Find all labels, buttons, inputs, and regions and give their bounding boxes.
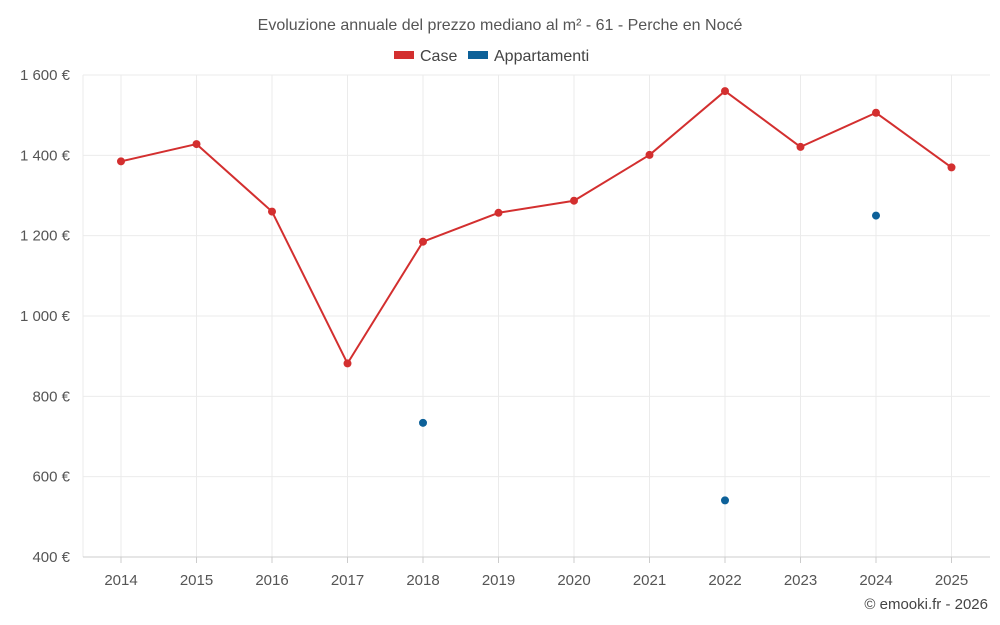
- x-tick-label: 2024: [859, 572, 892, 589]
- y-tick-label: 400 €: [32, 549, 70, 566]
- y-tick-label: 1 600 €: [20, 67, 71, 84]
- legend: Case Appartamenti: [394, 48, 589, 65]
- data-point-case-2018[interactable]: [419, 237, 427, 246]
- chart-title: Evoluzione annuale del prezzo mediano al…: [258, 17, 743, 34]
- data-point-case-2019[interactable]: [494, 208, 503, 217]
- x-tick-label: 2025: [935, 572, 968, 589]
- legend-label: Case: [420, 48, 457, 65]
- y-tick-label: 1 400 €: [20, 147, 71, 164]
- series-appartamenti: [419, 211, 880, 505]
- x-tick-label: 2018: [406, 572, 439, 589]
- x-tick-label: 2022: [708, 572, 741, 589]
- data-point-case-2016[interactable]: [268, 207, 276, 216]
- legend-item-case[interactable]: Case: [394, 48, 457, 65]
- x-tick-label: 2016: [255, 572, 288, 589]
- series-case: [117, 87, 956, 368]
- data-point-case-2014[interactable]: [117, 157, 125, 166]
- grid: [83, 74, 990, 557]
- legend-label: Appartamenti: [494, 48, 589, 65]
- legend-swatch: [468, 51, 488, 59]
- x-tick-label: 2020: [557, 572, 590, 589]
- y-tick-label: 1 000 €: [20, 308, 71, 325]
- x-tick-label: 2019: [482, 572, 515, 589]
- series-layer: [117, 87, 956, 505]
- x-tick-label: 2017: [331, 572, 364, 589]
- x-tick-label: 2021: [633, 572, 666, 589]
- legend-item-appartamenti[interactable]: Appartamenti: [468, 48, 589, 65]
- y-tick-label: 1 200 €: [20, 228, 71, 245]
- legend-swatch: [394, 51, 414, 59]
- data-point-appartamenti-2024[interactable]: [872, 211, 880, 220]
- series-line-case: [120, 90, 953, 365]
- y-tick-label: 800 €: [32, 388, 70, 405]
- data-point-case-2020[interactable]: [570, 196, 578, 205]
- data-point-case-2015[interactable]: [192, 140, 201, 149]
- credit-text: © emooki.fr - 2026: [864, 596, 988, 613]
- data-point-case-2017[interactable]: [343, 359, 352, 368]
- x-tick-label: 2015: [180, 572, 213, 589]
- data-point-case-2024[interactable]: [872, 108, 880, 117]
- data-point-case-2025[interactable]: [947, 163, 956, 172]
- data-point-appartamenti-2022[interactable]: [721, 496, 729, 505]
- data-point-case-2023[interactable]: [796, 142, 805, 151]
- x-tick-label: 2014: [104, 572, 137, 589]
- data-point-case-2022[interactable]: [721, 87, 729, 96]
- axes: 400 € 600 € 800 € 1 000 € 1 200 € 1 400 € 1 60…: [20, 67, 990, 589]
- data-point-appartamenti-2018[interactable]: [419, 418, 427, 427]
- y-tick-label: 600 €: [32, 469, 70, 486]
- x-tick-label: 2023: [784, 572, 817, 589]
- data-point-case-2021[interactable]: [645, 150, 654, 159]
